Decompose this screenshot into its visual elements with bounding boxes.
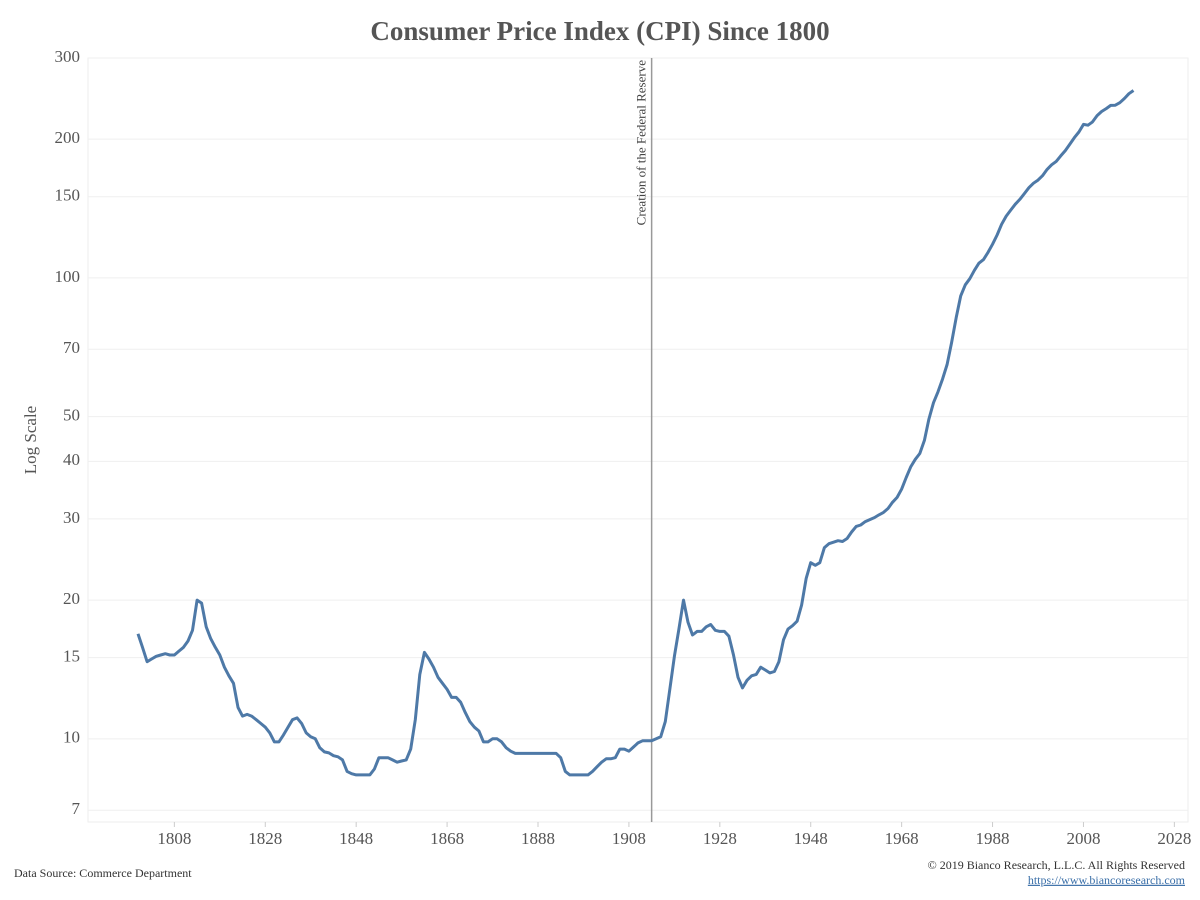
x-tick-label: 2028: [1157, 829, 1191, 848]
x-tick-label: 1848: [339, 829, 373, 848]
y-axis-label: Log Scale: [21, 406, 40, 474]
y-tick-label: 40: [63, 450, 80, 469]
y-tick-label: 10: [63, 728, 80, 747]
x-tick-label: 1808: [157, 829, 191, 848]
x-tick-label: 1988: [976, 829, 1010, 848]
y-tick-label: 70: [63, 338, 80, 357]
website-link[interactable]: https://www.biancoresearch.com: [1028, 873, 1186, 887]
x-tick-label: 1928: [703, 829, 737, 848]
y-tick-label: 7: [72, 799, 81, 818]
y-tick-label: 100: [55, 267, 81, 286]
copyright: © 2019 Bianco Research, L.L.C. All Right…: [928, 858, 1185, 872]
y-tick-label: 20: [63, 589, 80, 608]
y-tick-label: 150: [55, 186, 81, 205]
y-tick-label: 15: [63, 647, 80, 666]
source-note: Data Source: Commerce Department: [14, 866, 192, 880]
chart-title: Consumer Price Index (CPI) Since 1800: [370, 16, 829, 46]
x-tick-label: 1968: [885, 829, 919, 848]
x-tick-label: 1888: [521, 829, 555, 848]
y-tick-label: 50: [63, 406, 80, 425]
annotation-text: Creation of the Federal Reserve: [634, 60, 649, 226]
y-tick-label: 30: [63, 508, 80, 527]
data-line: [136, 89, 1135, 777]
y-tick-label: 200: [55, 128, 81, 147]
x-tick-label: 1828: [248, 829, 282, 848]
x-tick-label: 1868: [430, 829, 464, 848]
x-tick-label: 1908: [612, 829, 646, 848]
x-tick-label: 1948: [794, 829, 828, 848]
y-tick-label: 300: [55, 47, 81, 66]
x-tick-label: 2008: [1066, 829, 1100, 848]
